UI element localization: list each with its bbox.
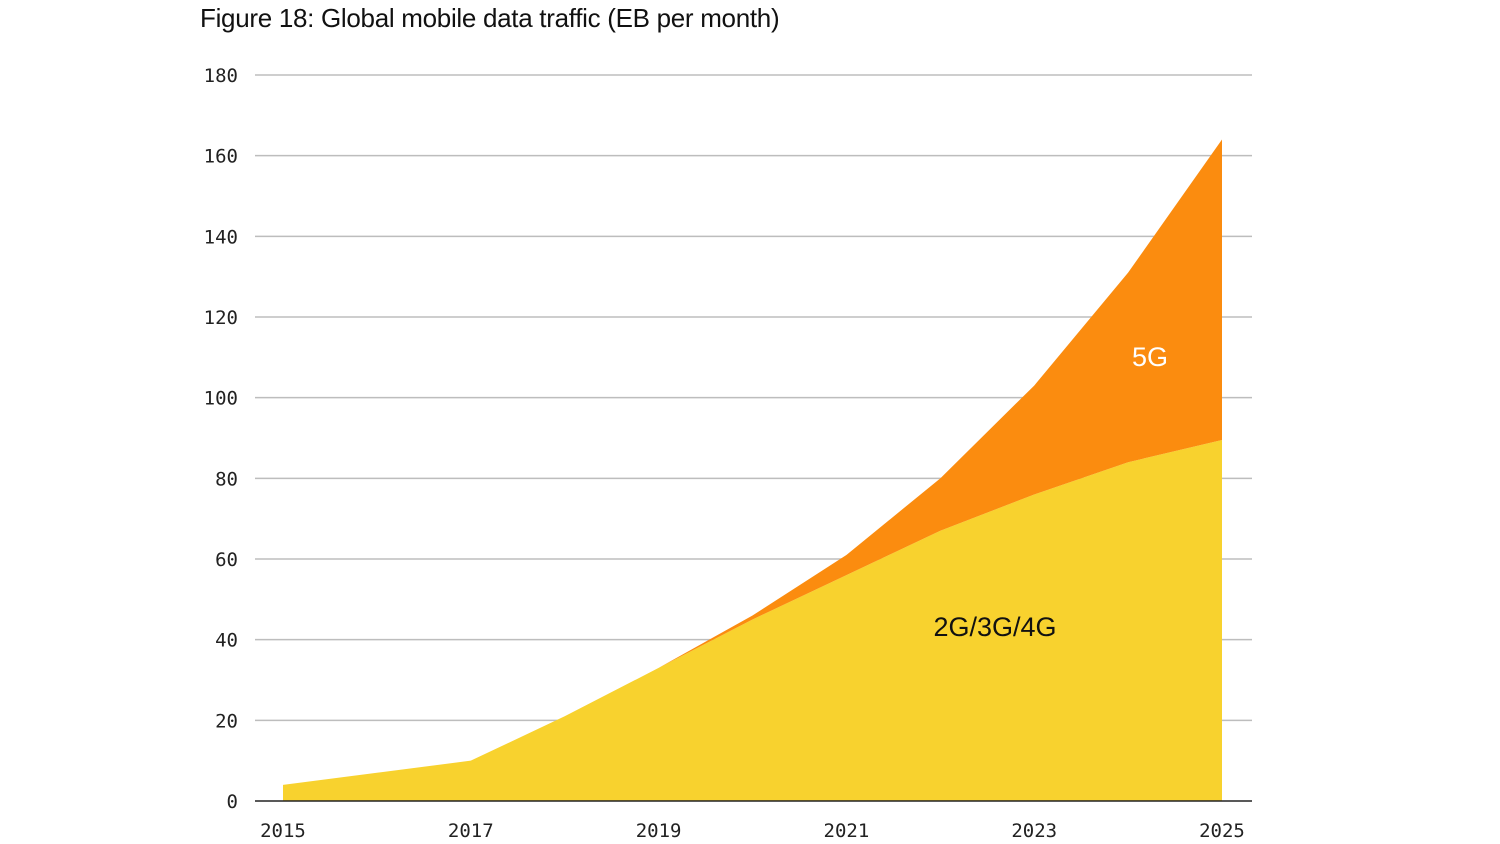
area-5g <box>283 139 1222 785</box>
y-tick-label: 80 <box>215 468 238 490</box>
x-tick-label: 2025 <box>1199 820 1245 842</box>
y-tick-label: 60 <box>215 549 238 571</box>
series-label: 2G/3G/4G <box>933 612 1056 642</box>
y-tick-label: 0 <box>227 791 238 813</box>
series-label: 5G <box>1132 342 1168 372</box>
x-tick-label: 2017 <box>448 820 494 842</box>
y-tick-label: 140 <box>204 226 238 248</box>
area-2g-3g-4g <box>283 440 1222 801</box>
y-tick-label: 180 <box>204 65 238 87</box>
x-tick-label: 2023 <box>1011 820 1057 842</box>
x-tick-label: 2021 <box>824 820 870 842</box>
x-tick-label: 2019 <box>636 820 682 842</box>
chart-title: Figure 18: Global mobile data traffic (E… <box>200 3 780 33</box>
x-tick-label: 2015 <box>260 820 306 842</box>
y-tick-label: 40 <box>215 630 238 652</box>
y-tick-label: 100 <box>204 388 238 410</box>
y-tick-label: 160 <box>204 146 238 168</box>
y-tick-label: 120 <box>204 307 238 329</box>
y-tick-label: 20 <box>215 710 238 732</box>
